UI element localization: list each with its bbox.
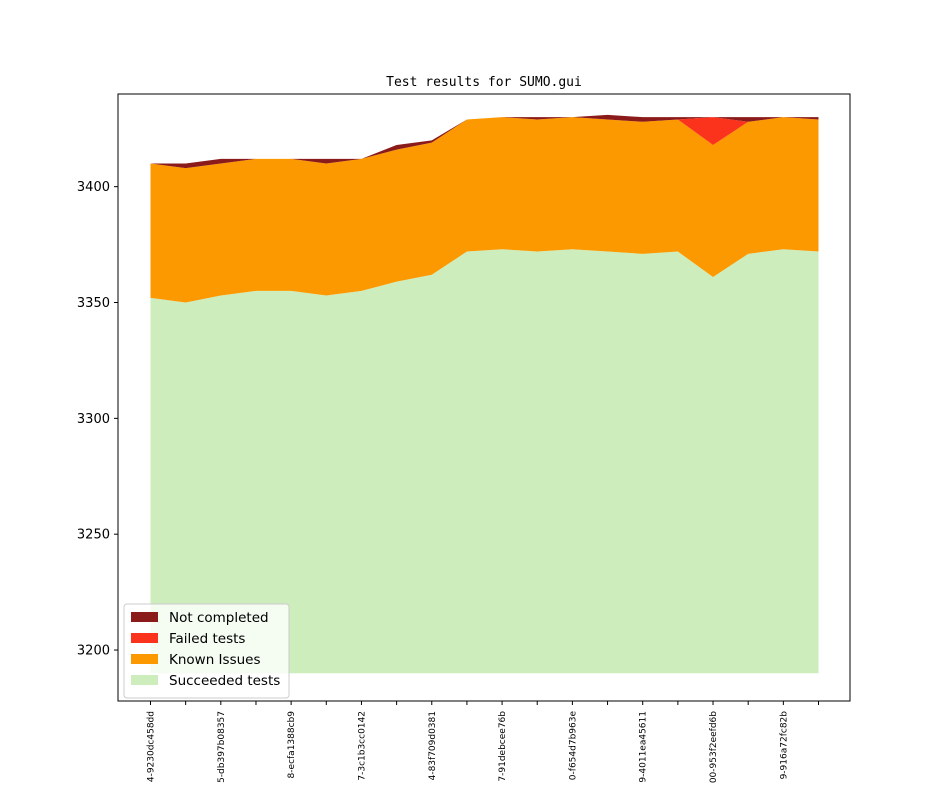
legend-label: Known Issues: [169, 652, 261, 668]
x-axis: 4-9230dc458dd 5-db397b08357 8-ecfa1388cb9 7…: [147, 701, 819, 783]
y-tick-label: 3300: [77, 412, 110, 427]
x-tick-label: 4-83f709d0381: [428, 711, 438, 780]
legend-label: Failed tests: [169, 631, 245, 647]
area-series-4: [150, 114, 819, 169]
legend-swatch: [131, 633, 158, 643]
x-tick-label: 7-91debcee76b: [498, 711, 508, 782]
x-tick-label: 4-9230dc458dd: [147, 711, 157, 782]
x-tick-label: 8-ecfa1388cb9: [287, 711, 297, 779]
y-tick-label: 3350: [77, 296, 110, 311]
area-layers: [150, 114, 819, 674]
legend-swatch: [131, 675, 158, 685]
y-tick-label: 3200: [77, 644, 110, 659]
legend-box: [123, 603, 290, 699]
legend-swatch: [131, 612, 158, 622]
x-tick-label: 9-4011ea45611: [639, 711, 649, 783]
x-tick-label: 00-953f2eefd6b: [709, 711, 719, 783]
y-tick-label: 3250: [77, 528, 110, 543]
area-series-1: [150, 249, 819, 674]
y-axis: 3200 3250 3300 3350 3400: [77, 180, 118, 659]
area-series-2: [150, 117, 819, 303]
chart-title: Test results for SUMO.gui: [386, 75, 582, 90]
legend: Not completed Failed tests Known Issues Suc…: [123, 603, 290, 699]
y-tick-label: 3400: [77, 180, 110, 195]
plot-frame: [117, 93, 851, 702]
x-tick-label: 5-db397b08357: [217, 711, 227, 783]
x-tick-label: 0-f654d7b963e: [568, 711, 578, 781]
legend-label: Not completed: [169, 610, 269, 626]
x-tick-label: 7-3c1b3cc0142: [357, 711, 367, 781]
legend-label: Succeeded tests: [169, 673, 280, 689]
x-tick-label: 9-916a72fc82b: [779, 711, 789, 780]
legend-swatch: [131, 654, 158, 664]
